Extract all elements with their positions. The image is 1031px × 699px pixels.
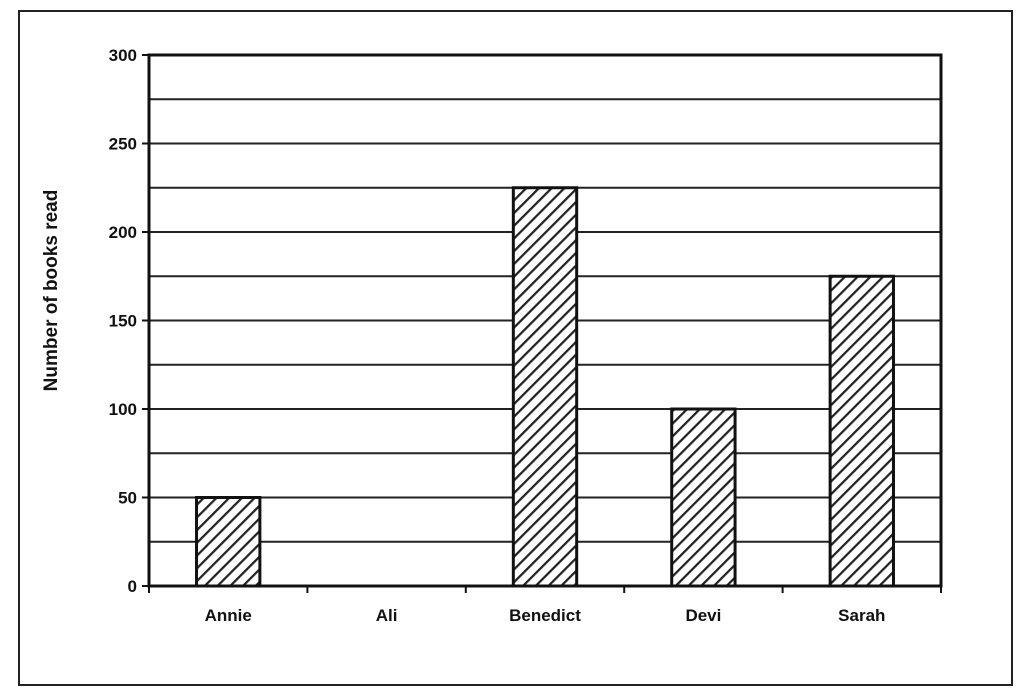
x-category-label: Annie <box>205 606 252 625</box>
chart-frame <box>18 10 1013 686</box>
bar-annie <box>195 496 262 588</box>
bar-benedict <box>511 186 579 588</box>
y-tick-label: 300 <box>109 46 137 65</box>
x-axis-categories: Annie Ali Benedict Devi Sarah <box>148 586 942 625</box>
y-tick-label: 150 <box>109 312 137 331</box>
y-tick-label: 0 <box>128 577 137 596</box>
y-axis-ticks: 0 50 100 150 200 250 300 <box>109 46 149 596</box>
y-tick-label: 250 <box>109 135 137 154</box>
x-category-label: Sarah <box>838 606 885 625</box>
y-axis-label: Number of books read <box>41 190 62 392</box>
x-category-label: Benedict <box>509 606 581 625</box>
bar-devi <box>670 407 737 588</box>
bars <box>195 186 895 588</box>
y-tick-label: 50 <box>118 489 137 508</box>
bar-sarah <box>828 274 895 588</box>
x-category-label: Devi <box>685 606 721 625</box>
x-category-label: Ali <box>376 606 398 625</box>
y-tick-label: 200 <box>109 223 137 242</box>
y-tick-label: 100 <box>109 400 137 419</box>
